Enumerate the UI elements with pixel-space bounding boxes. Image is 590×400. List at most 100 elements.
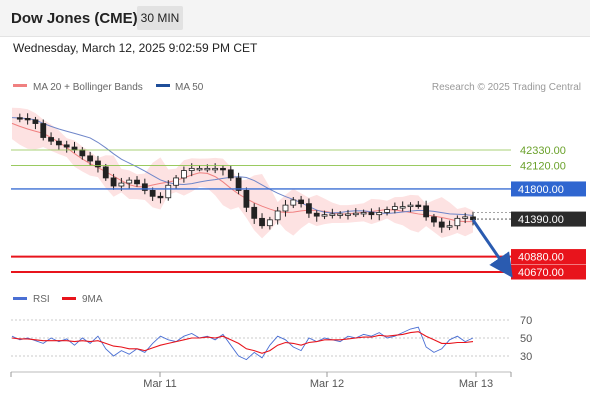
rsi-tick-label: 30	[520, 351, 532, 363]
legend-label-bollinger: MA 20 + Bollinger Bands	[33, 82, 143, 93]
candle-body	[360, 212, 367, 215]
candle-body	[180, 170, 187, 179]
legend-label-9ma: 9MA	[82, 294, 103, 305]
rsi-line	[11, 326, 474, 361]
last-price-box	[511, 211, 586, 227]
rsi-ma-line	[11, 331, 474, 354]
legend-label-ma50: MA 50	[175, 82, 204, 93]
candle-body	[220, 167, 226, 171]
target-label: 42330.00	[520, 145, 566, 157]
legend-swatch-bollinger	[13, 84, 27, 87]
instrument-title: Dow Jones (CME)	[11, 10, 138, 27]
price-plot	[11, 107, 476, 239]
candle-body	[40, 123, 47, 138]
candle-body	[313, 212, 320, 217]
candle-body	[149, 190, 156, 197]
last-price-label: 41390.00	[518, 214, 564, 226]
candle-body	[118, 182, 125, 187]
candle-body	[188, 167, 195, 171]
candle-body	[196, 167, 203, 171]
candle-body	[329, 213, 336, 216]
price-levels: 42330.00 42120.00 41800.00 41390.00 40880.00…	[11, 145, 586, 280]
candle-body	[423, 205, 430, 218]
candle-body	[32, 119, 39, 124]
bollinger-band	[12, 107, 473, 239]
candle-body	[376, 212, 383, 216]
support-label-box	[511, 264, 586, 280]
x-tick-label: Mar 13	[459, 378, 493, 390]
candle-body	[368, 212, 375, 216]
candle-body	[173, 177, 179, 186]
legend-label-rsi: RSI	[33, 294, 50, 305]
legend-swatch-ma50	[156, 84, 170, 87]
legend-swatch-rsi	[13, 297, 27, 300]
candle-body	[337, 213, 344, 216]
candle-body	[134, 179, 140, 185]
candle-body	[16, 117, 23, 120]
rsi-tick-label: 50	[520, 333, 532, 345]
candle-body	[165, 184, 172, 199]
support-label: 40880.00	[518, 252, 564, 264]
candle-body	[55, 140, 62, 146]
candle-body	[274, 210, 281, 221]
candle-body	[212, 167, 219, 171]
candle-body	[266, 219, 273, 227]
candle-body	[407, 204, 414, 208]
candle-body	[227, 169, 234, 179]
target-label: 42120.00	[520, 160, 566, 172]
candle-body	[141, 183, 148, 191]
candle-body	[391, 206, 398, 210]
candle-body	[157, 195, 164, 199]
copyright-text: Research © 2025 Trading Central	[432, 82, 581, 93]
candle-body	[87, 155, 94, 162]
legend-swatch-9ma	[62, 297, 76, 300]
x-tick-label: Mar 12	[310, 378, 344, 390]
rsi-plot: 70 50 30	[11, 315, 532, 363]
forecast-arrow	[471, 219, 513, 278]
candle-body	[298, 199, 305, 205]
x-tick-label: Mar 11	[143, 378, 176, 390]
ma20-line	[11, 122, 474, 223]
candle-body	[235, 177, 242, 191]
candle-body	[79, 149, 86, 157]
candle-body	[399, 206, 406, 209]
rsi-tick-label: 70	[520, 315, 532, 327]
candle-body	[24, 117, 31, 121]
candle-body	[48, 137, 54, 142]
candle-body	[462, 216, 469, 219]
timeframe-button[interactable]: 30 MIN	[137, 6, 183, 30]
candle-body	[95, 160, 101, 168]
candle-body	[110, 177, 117, 187]
candle-body	[71, 146, 78, 151]
candle-body	[204, 167, 211, 171]
candle-body	[251, 206, 258, 219]
candle-body	[259, 217, 265, 227]
candle-body	[126, 179, 133, 184]
candle-body	[102, 166, 109, 179]
x-axis-ticks: Mar 11 Mar 12 Mar 13	[10, 372, 512, 390]
timestamp: Wednesday, March 12, 2025 9:02:59 PM CET	[13, 41, 258, 55]
candle-body	[345, 213, 351, 216]
candle-body	[384, 209, 390, 213]
resistance-label: 41800.00	[518, 184, 564, 196]
candle-body	[470, 216, 476, 221]
candle-body	[415, 204, 422, 208]
candle-body	[446, 225, 453, 228]
header-bar: Dow Jones (CME) 30 MIN	[0, 0, 590, 37]
resistance-label-box	[511, 181, 586, 197]
candle-body	[431, 216, 437, 223]
candle-body	[352, 212, 359, 216]
ma50-line	[11, 117, 474, 217]
candle-body	[306, 203, 312, 214]
candle-body	[243, 190, 250, 208]
candle-body	[321, 214, 328, 217]
candle-body	[63, 144, 70, 148]
support-label: 40670.00	[518, 267, 564, 279]
support-label-box	[511, 249, 586, 265]
candle-body	[438, 221, 445, 228]
candle-body	[282, 204, 289, 212]
candle-body	[454, 217, 461, 227]
candle-body	[290, 199, 297, 206]
